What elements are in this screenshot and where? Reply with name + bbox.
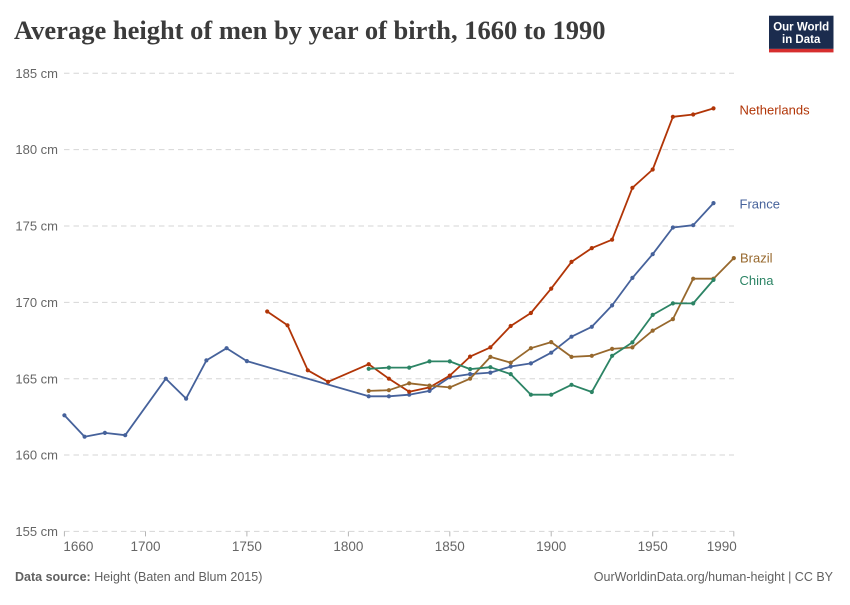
svg-text:Netherlands: Netherlands (740, 103, 811, 118)
svg-text:China: China (740, 273, 775, 288)
svg-text:1750: 1750 (232, 539, 262, 554)
svg-text:Data source: Height (Baten and: Data source: Height (Baten and Blum 2015… (15, 570, 262, 584)
svg-text:155 cm: 155 cm (15, 524, 58, 539)
svg-text:1950: 1950 (638, 539, 668, 554)
svg-text:1800: 1800 (333, 539, 363, 554)
svg-text:170 cm: 170 cm (15, 295, 58, 310)
svg-text:165 cm: 165 cm (15, 371, 58, 386)
svg-text:160 cm: 160 cm (15, 448, 58, 463)
svg-text:1850: 1850 (435, 539, 465, 554)
svg-text:1990: 1990 (707, 539, 737, 554)
svg-text:OurWorldinData.org/human-heigh: OurWorldinData.org/human-height | CC BY (594, 570, 834, 584)
svg-text:in Data: in Data (782, 34, 821, 46)
svg-text:175 cm: 175 cm (15, 219, 58, 234)
svg-text:1900: 1900 (536, 539, 566, 554)
svg-text:185 cm: 185 cm (15, 66, 58, 81)
svg-text:1700: 1700 (130, 539, 160, 554)
svg-text:France: France (740, 197, 780, 212)
svg-text:180 cm: 180 cm (15, 142, 58, 157)
svg-text:Brazil: Brazil (740, 251, 773, 266)
svg-text:1660: 1660 (63, 539, 93, 554)
svg-text:Average height of men by year: Average height of men by year of birth, … (14, 15, 606, 45)
svg-text:Our World: Our World (773, 22, 829, 34)
